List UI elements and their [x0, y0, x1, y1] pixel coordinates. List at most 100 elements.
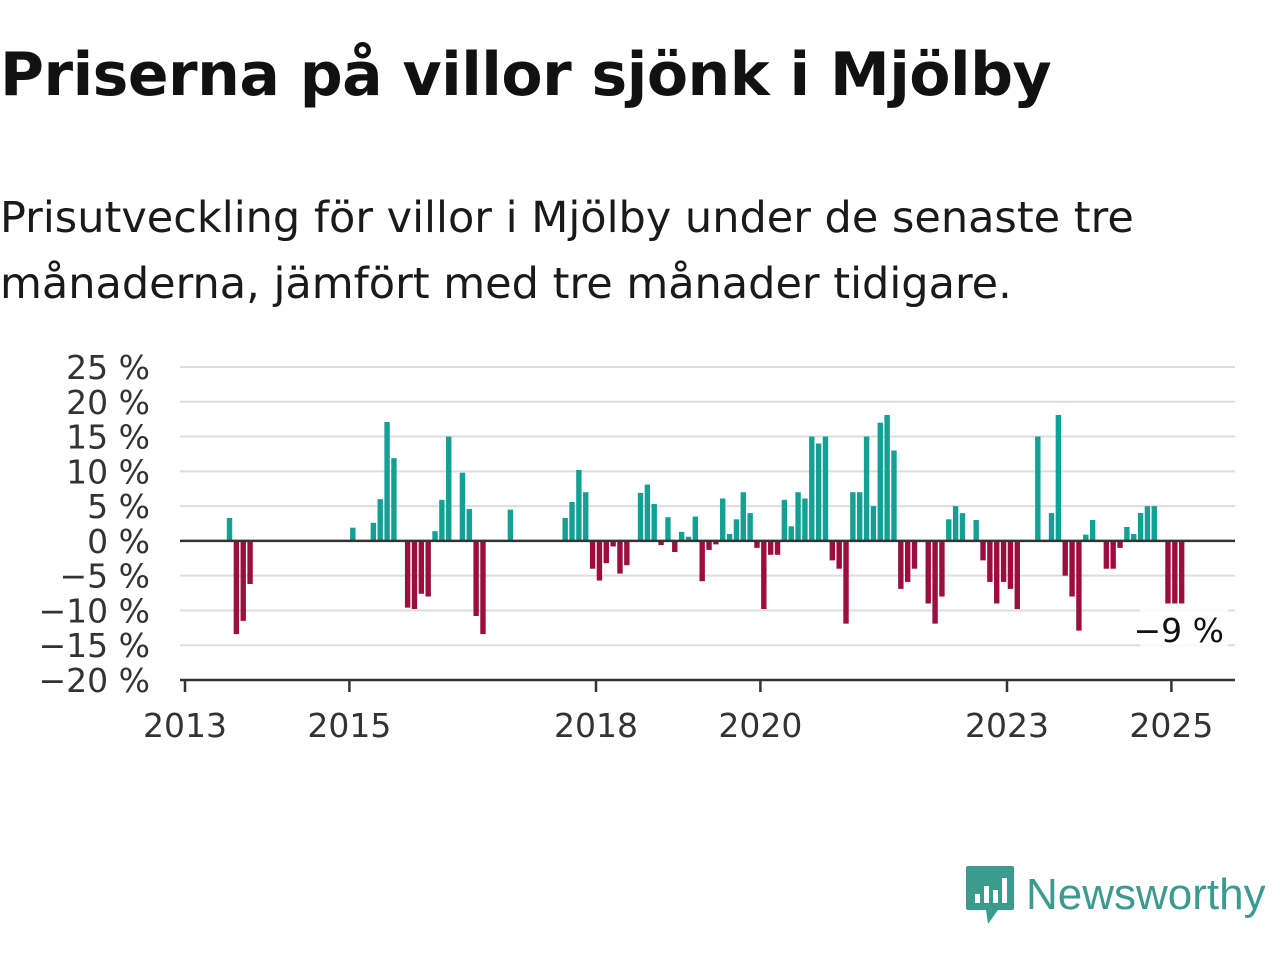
bar: [624, 540, 630, 566]
bar: [466, 508, 472, 541]
bar: [658, 540, 664, 546]
bar: [1151, 506, 1157, 541]
axes: [180, 539, 1235, 682]
bar: [226, 517, 233, 541]
bar: [1144, 506, 1151, 541]
bar: [781, 499, 788, 541]
bar: [843, 540, 849, 624]
bar: [247, 540, 253, 585]
bar: [939, 540, 945, 597]
x-tick-label: 2023: [965, 706, 1049, 745]
bar: [678, 531, 685, 541]
bar: [610, 540, 616, 547]
bar: [959, 513, 966, 541]
bar: [1137, 513, 1144, 541]
bar: [720, 498, 726, 541]
bar: [569, 501, 575, 541]
bar: [857, 492, 863, 541]
y-tick-label: −20 %: [39, 661, 151, 700]
bar: [692, 516, 699, 541]
newsworthy-logo-icon: [966, 866, 1014, 924]
bar: [891, 450, 897, 541]
end-label: −9 %: [1134, 611, 1225, 650]
bar: [774, 540, 781, 555]
bar: [1089, 520, 1096, 541]
bar: [432, 531, 438, 541]
bar: [809, 436, 815, 541]
x-tick-label: 2018: [554, 706, 638, 745]
bar: [651, 504, 657, 541]
bar: [637, 492, 644, 541]
bar: [1110, 540, 1116, 569]
bar: [685, 536, 692, 541]
bar: [713, 540, 719, 545]
x-tick-label: 2013: [143, 706, 227, 745]
bar: [391, 458, 397, 541]
bar: [952, 506, 959, 541]
bar: [795, 492, 801, 541]
bar: [459, 472, 466, 541]
bar: [987, 540, 993, 582]
bar: [1048, 513, 1055, 541]
bar: [1117, 540, 1123, 548]
bar: [884, 414, 890, 541]
bar: [904, 540, 911, 582]
bar: [877, 422, 883, 541]
bar: [1178, 540, 1185, 604]
bar: [596, 540, 603, 581]
bar: [829, 540, 836, 561]
bar: [446, 436, 452, 541]
bar: [932, 540, 938, 624]
y-tick-label: −5 %: [60, 557, 151, 596]
bar: [726, 533, 733, 541]
x-tick-label: 2015: [307, 706, 391, 745]
bar: [1000, 540, 1007, 582]
bar: [747, 513, 753, 541]
bar: [740, 492, 746, 541]
bar: [603, 540, 609, 564]
bar: [418, 540, 425, 594]
bar: [672, 540, 678, 553]
bar: [370, 522, 377, 541]
bar: [815, 443, 822, 541]
x-tick-label: 2025: [1129, 706, 1213, 745]
bar: [480, 540, 486, 635]
bar: [233, 540, 240, 635]
y-tick-label: 0 %: [87, 522, 150, 561]
bar: [404, 540, 411, 608]
bar: [761, 540, 767, 610]
x-tick-label: 2020: [718, 706, 802, 745]
bar: [699, 540, 705, 582]
bar: [617, 540, 623, 574]
y-tick-label: −10 %: [39, 591, 151, 630]
bar: [898, 540, 904, 589]
bar: [377, 499, 383, 541]
chart-subtitle: Prisutveckling för villor i Mjölby under…: [0, 193, 1134, 309]
chart-title: Priserna på villor sjönk i Mjölby: [0, 40, 1052, 110]
bar: [754, 540, 760, 548]
bar: [925, 540, 931, 604]
y-axis-ticks: 25 %20 %15 %10 %5 %0 %−5 %−10 %−15 %−20 …: [39, 348, 151, 700]
bar: [583, 492, 589, 541]
bar: [576, 469, 582, 541]
bar: [1083, 534, 1089, 541]
x-axis-ticks: 2013 2015 2018 2020 2023 2025: [143, 680, 1213, 745]
bar: [1103, 540, 1110, 569]
bar: [1014, 540, 1020, 610]
bar: [946, 519, 952, 541]
bar: [870, 506, 877, 541]
bar: [473, 540, 479, 617]
bar: [706, 540, 712, 550]
bar: [1165, 540, 1171, 604]
y-tick-label: −15 %: [39, 626, 151, 665]
bar: [767, 540, 774, 555]
y-tick-label: 15 %: [66, 418, 150, 457]
brand-logo: Newsworthy: [964, 860, 1266, 930]
bar: [850, 492, 856, 541]
y-tick-label: 25 %: [66, 348, 150, 387]
bar: [425, 540, 431, 597]
bar: [350, 527, 356, 541]
bar: [980, 540, 986, 561]
bar: [240, 540, 246, 621]
y-tick-label: 20 %: [66, 383, 150, 422]
